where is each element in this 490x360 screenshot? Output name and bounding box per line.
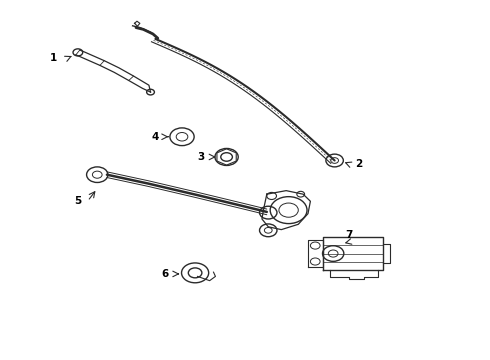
Text: 7: 7: [345, 230, 353, 240]
Text: 4: 4: [152, 132, 159, 142]
Text: 1: 1: [50, 53, 57, 63]
Text: 5: 5: [74, 196, 81, 206]
Text: 3: 3: [198, 152, 205, 162]
Text: 2: 2: [355, 159, 363, 169]
Text: 6: 6: [161, 269, 169, 279]
